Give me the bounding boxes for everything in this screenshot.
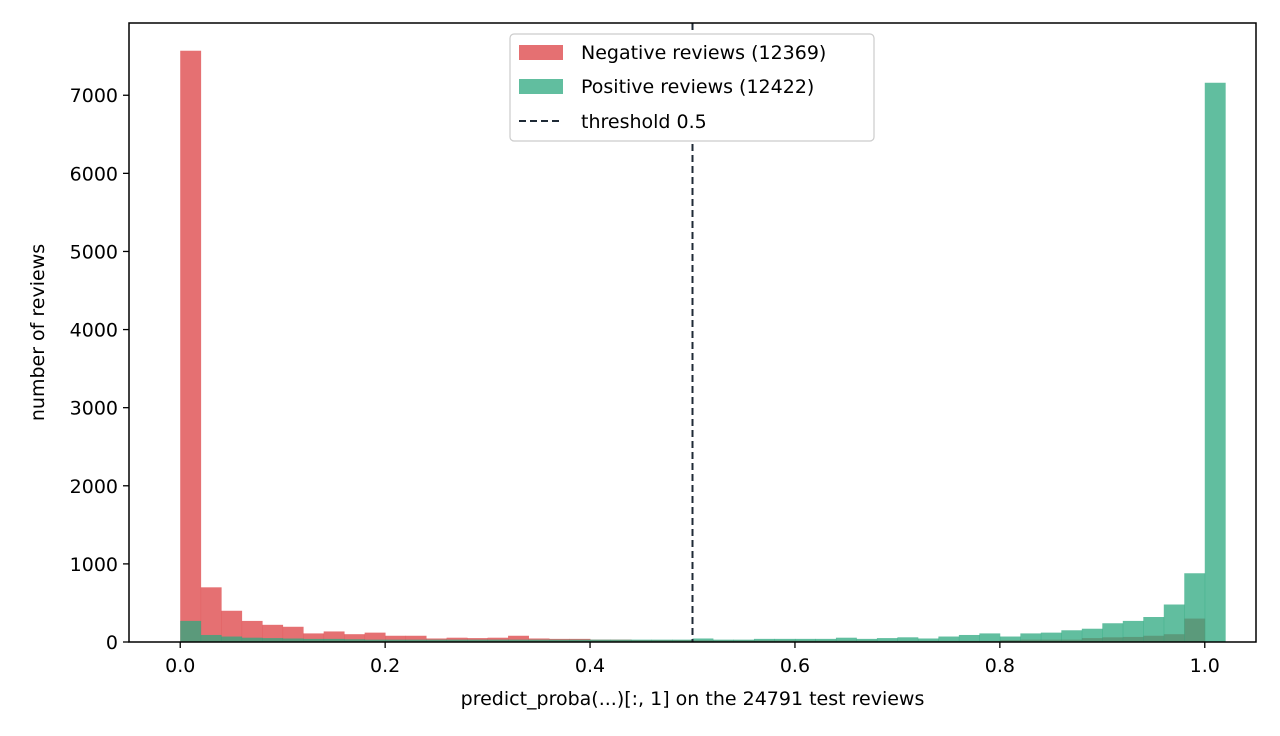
positive-bar (344, 639, 366, 642)
positive-bar (856, 638, 878, 642)
positive-bar (897, 637, 919, 642)
positive-bar (426, 639, 448, 642)
positive-bar (610, 639, 632, 642)
x-tick-label: 0.0 (165, 655, 195, 677)
positive-bar (692, 638, 714, 642)
x-axis-label: predict_proba(...)[:, 1] on the 24791 te… (461, 688, 925, 710)
positive-bar (549, 639, 570, 642)
positive-bar (979, 633, 1001, 642)
positive-bar (405, 639, 427, 642)
negative-bar (364, 632, 386, 642)
y-tick-label: 1000 (70, 554, 118, 576)
y-axis-label: number of reviews (27, 244, 49, 421)
positive-bar (672, 639, 693, 642)
positive-bar (876, 638, 898, 642)
x-tick-label: 0.4 (575, 655, 605, 677)
y-tick-label: 3000 (70, 398, 118, 420)
x-tick-label: 1.0 (1190, 655, 1220, 677)
positive-bar (508, 639, 529, 642)
negative-bar (200, 587, 222, 642)
positive-bar (282, 638, 304, 642)
positive-bar (1184, 573, 1206, 642)
plot-frame (128, 22, 1257, 643)
negative-bar (303, 633, 325, 642)
legend-box (509, 33, 875, 142)
negative-bar (262, 624, 284, 642)
positive-bar (917, 638, 939, 642)
positive-bar (467, 639, 488, 642)
positive-bar (200, 634, 222, 642)
positive-bar (651, 639, 673, 642)
positive-bar (733, 639, 755, 642)
legend-label-threshold: threshold 0.5 (581, 111, 707, 133)
positive-bar (1020, 633, 1042, 642)
y-tick-label: 6000 (70, 163, 118, 185)
positive-bar (1143, 617, 1165, 642)
positive-bar (262, 638, 284, 642)
positive-bar (774, 638, 796, 642)
y-tick-label: 2000 (70, 476, 118, 498)
negative-bar (241, 620, 263, 642)
y-tick-label: 0 (106, 632, 118, 654)
positive-bar (794, 638, 816, 642)
positive-bar (221, 636, 243, 642)
positive-bar (487, 639, 509, 642)
positive-bar (815, 638, 837, 642)
positive-bar (590, 639, 611, 642)
x-tick-label: 0.8 (985, 655, 1015, 677)
x-axis: 0.0 0.2 0.4 0.6 0.8 1.0 (165, 642, 1220, 677)
positive-bar (1040, 632, 1062, 642)
positive-bar (835, 637, 857, 642)
legend: Negative reviews (12369) Positive review… (509, 33, 875, 142)
positive-bar (712, 639, 734, 642)
y-tick-label: 5000 (70, 241, 118, 263)
legend-label-positive: Positive reviews (12422) (581, 76, 814, 98)
negative-bar (508, 635, 529, 642)
legend-swatch-negative (519, 45, 563, 60)
negative-bar (180, 50, 202, 642)
positive-bar (999, 636, 1021, 642)
positive-bar (1163, 604, 1185, 642)
positive-bar (753, 638, 775, 642)
positive-bar (631, 639, 652, 642)
negative-bar (385, 635, 407, 642)
negative-bar (344, 634, 366, 642)
legend-swatch-positive (519, 79, 563, 94)
positive-bars (180, 82, 1226, 642)
negative-bar (405, 635, 427, 642)
negative-bar (221, 610, 243, 642)
positive-bar (1122, 620, 1144, 642)
x-tick-label: 0.2 (370, 655, 400, 677)
positive-bar (364, 639, 386, 642)
positive-bar (528, 639, 550, 642)
positive-bar (303, 638, 325, 642)
y-tick-label: 4000 (70, 320, 118, 342)
positive-bar (1081, 628, 1103, 642)
positive-bar (1204, 82, 1226, 642)
positive-bar (323, 638, 345, 642)
positive-bar (1102, 623, 1124, 642)
positive-bar (446, 639, 468, 642)
positive-bar (1061, 630, 1083, 642)
positive-bar (958, 634, 980, 642)
positive-bar (180, 620, 202, 642)
positive-bar (569, 639, 591, 642)
positive-bar (241, 637, 263, 642)
negative-bar (282, 626, 304, 642)
x-tick-label: 0.6 (780, 655, 810, 677)
positive-bar (938, 636, 960, 642)
legend-label-negative: Negative reviews (12369) (581, 42, 826, 64)
positive-bar (385, 639, 407, 642)
y-axis: 0 1000 2000 3000 4000 5000 6000 7000 (70, 85, 129, 654)
y-tick-label: 7000 (70, 85, 118, 107)
negative-bar (323, 631, 345, 642)
